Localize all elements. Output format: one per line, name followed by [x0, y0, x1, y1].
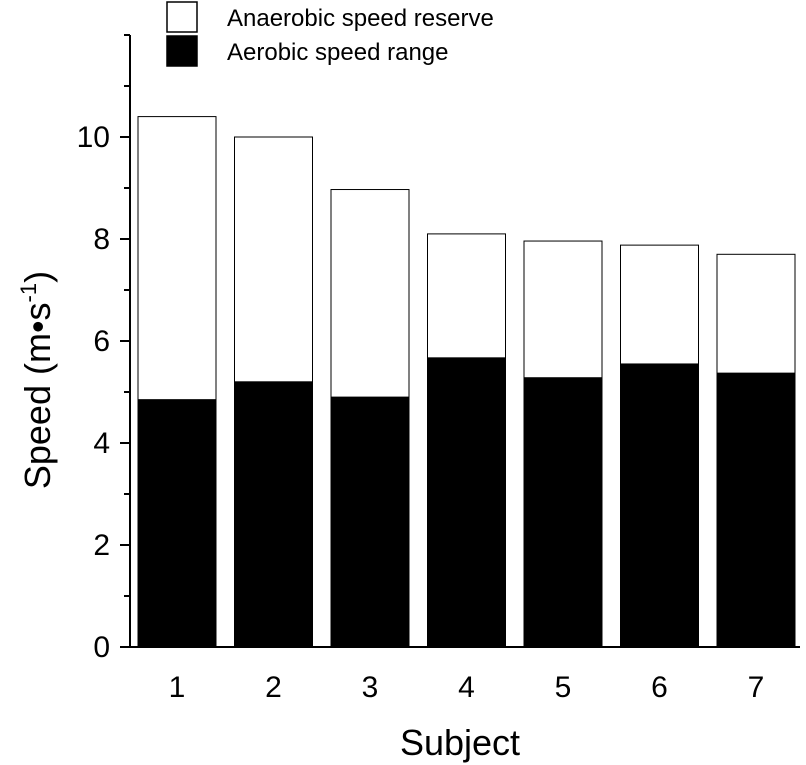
legend: Anaerobic speed reserve Aerobic speed ran… — [166, 1, 494, 67]
x-tick-label: 3 — [362, 671, 379, 704]
anaerobic-bar-segment — [716, 253, 796, 374]
anaerobic-bar-segment — [523, 240, 603, 379]
x-tick-label: 5 — [555, 671, 572, 704]
x-tick-label: 7 — [748, 671, 765, 704]
x-tick-label: 1 — [169, 671, 186, 704]
anaerobic-bar-segment — [234, 136, 313, 383]
y-tick-label: 2 — [93, 529, 110, 562]
anaerobic-bar-segment — [137, 116, 217, 401]
y-axis-title-superscript: -1 — [16, 283, 41, 303]
anaerobic-bar-segment — [427, 233, 506, 359]
aerobic-bar-segment — [523, 377, 603, 648]
y-axis-title-suffix: ) — [17, 271, 58, 283]
y-ticks: 0 2 4 6 8 10 — [77, 34, 130, 664]
legend-swatch-aerobic — [166, 35, 198, 67]
y-tick-label: 10 — [77, 121, 110, 154]
y-tick-label: 4 — [93, 427, 110, 460]
anaerobic-bar-segment — [330, 189, 410, 398]
aerobic-bar-segment — [716, 372, 796, 648]
aerobic-bar-segment — [137, 399, 217, 648]
y-tick-label: 0 — [93, 631, 110, 664]
aerobic-bar-segment — [427, 357, 506, 648]
bars-layer — [137, 116, 796, 648]
x-tick-label: 2 — [265, 671, 282, 704]
aerobic-bar-segment — [234, 381, 313, 648]
x-tick-label: 4 — [458, 671, 475, 704]
x-ticks: 1 2 3 4 5 6 7 — [169, 671, 765, 704]
y-axis-title-main: Speed (m•s — [17, 302, 58, 489]
legend-label-aerobic: Aerobic speed range — [227, 39, 448, 66]
y-tick-label: 6 — [93, 325, 110, 358]
legend-label-anaerobic: Anaerobic speed reserve — [227, 5, 494, 32]
aerobic-bar-segment — [620, 363, 699, 648]
x-tick-label: 6 — [651, 671, 668, 704]
y-axis-title: Speed (m•s-1) — [16, 271, 58, 489]
legend-swatch-anaerobic — [166, 1, 198, 33]
anaerobic-bar-segment — [620, 244, 699, 365]
y-tick-label: 8 — [93, 223, 110, 256]
x-axis-title: Subject — [400, 722, 520, 763]
aerobic-bar-segment — [330, 396, 410, 648]
